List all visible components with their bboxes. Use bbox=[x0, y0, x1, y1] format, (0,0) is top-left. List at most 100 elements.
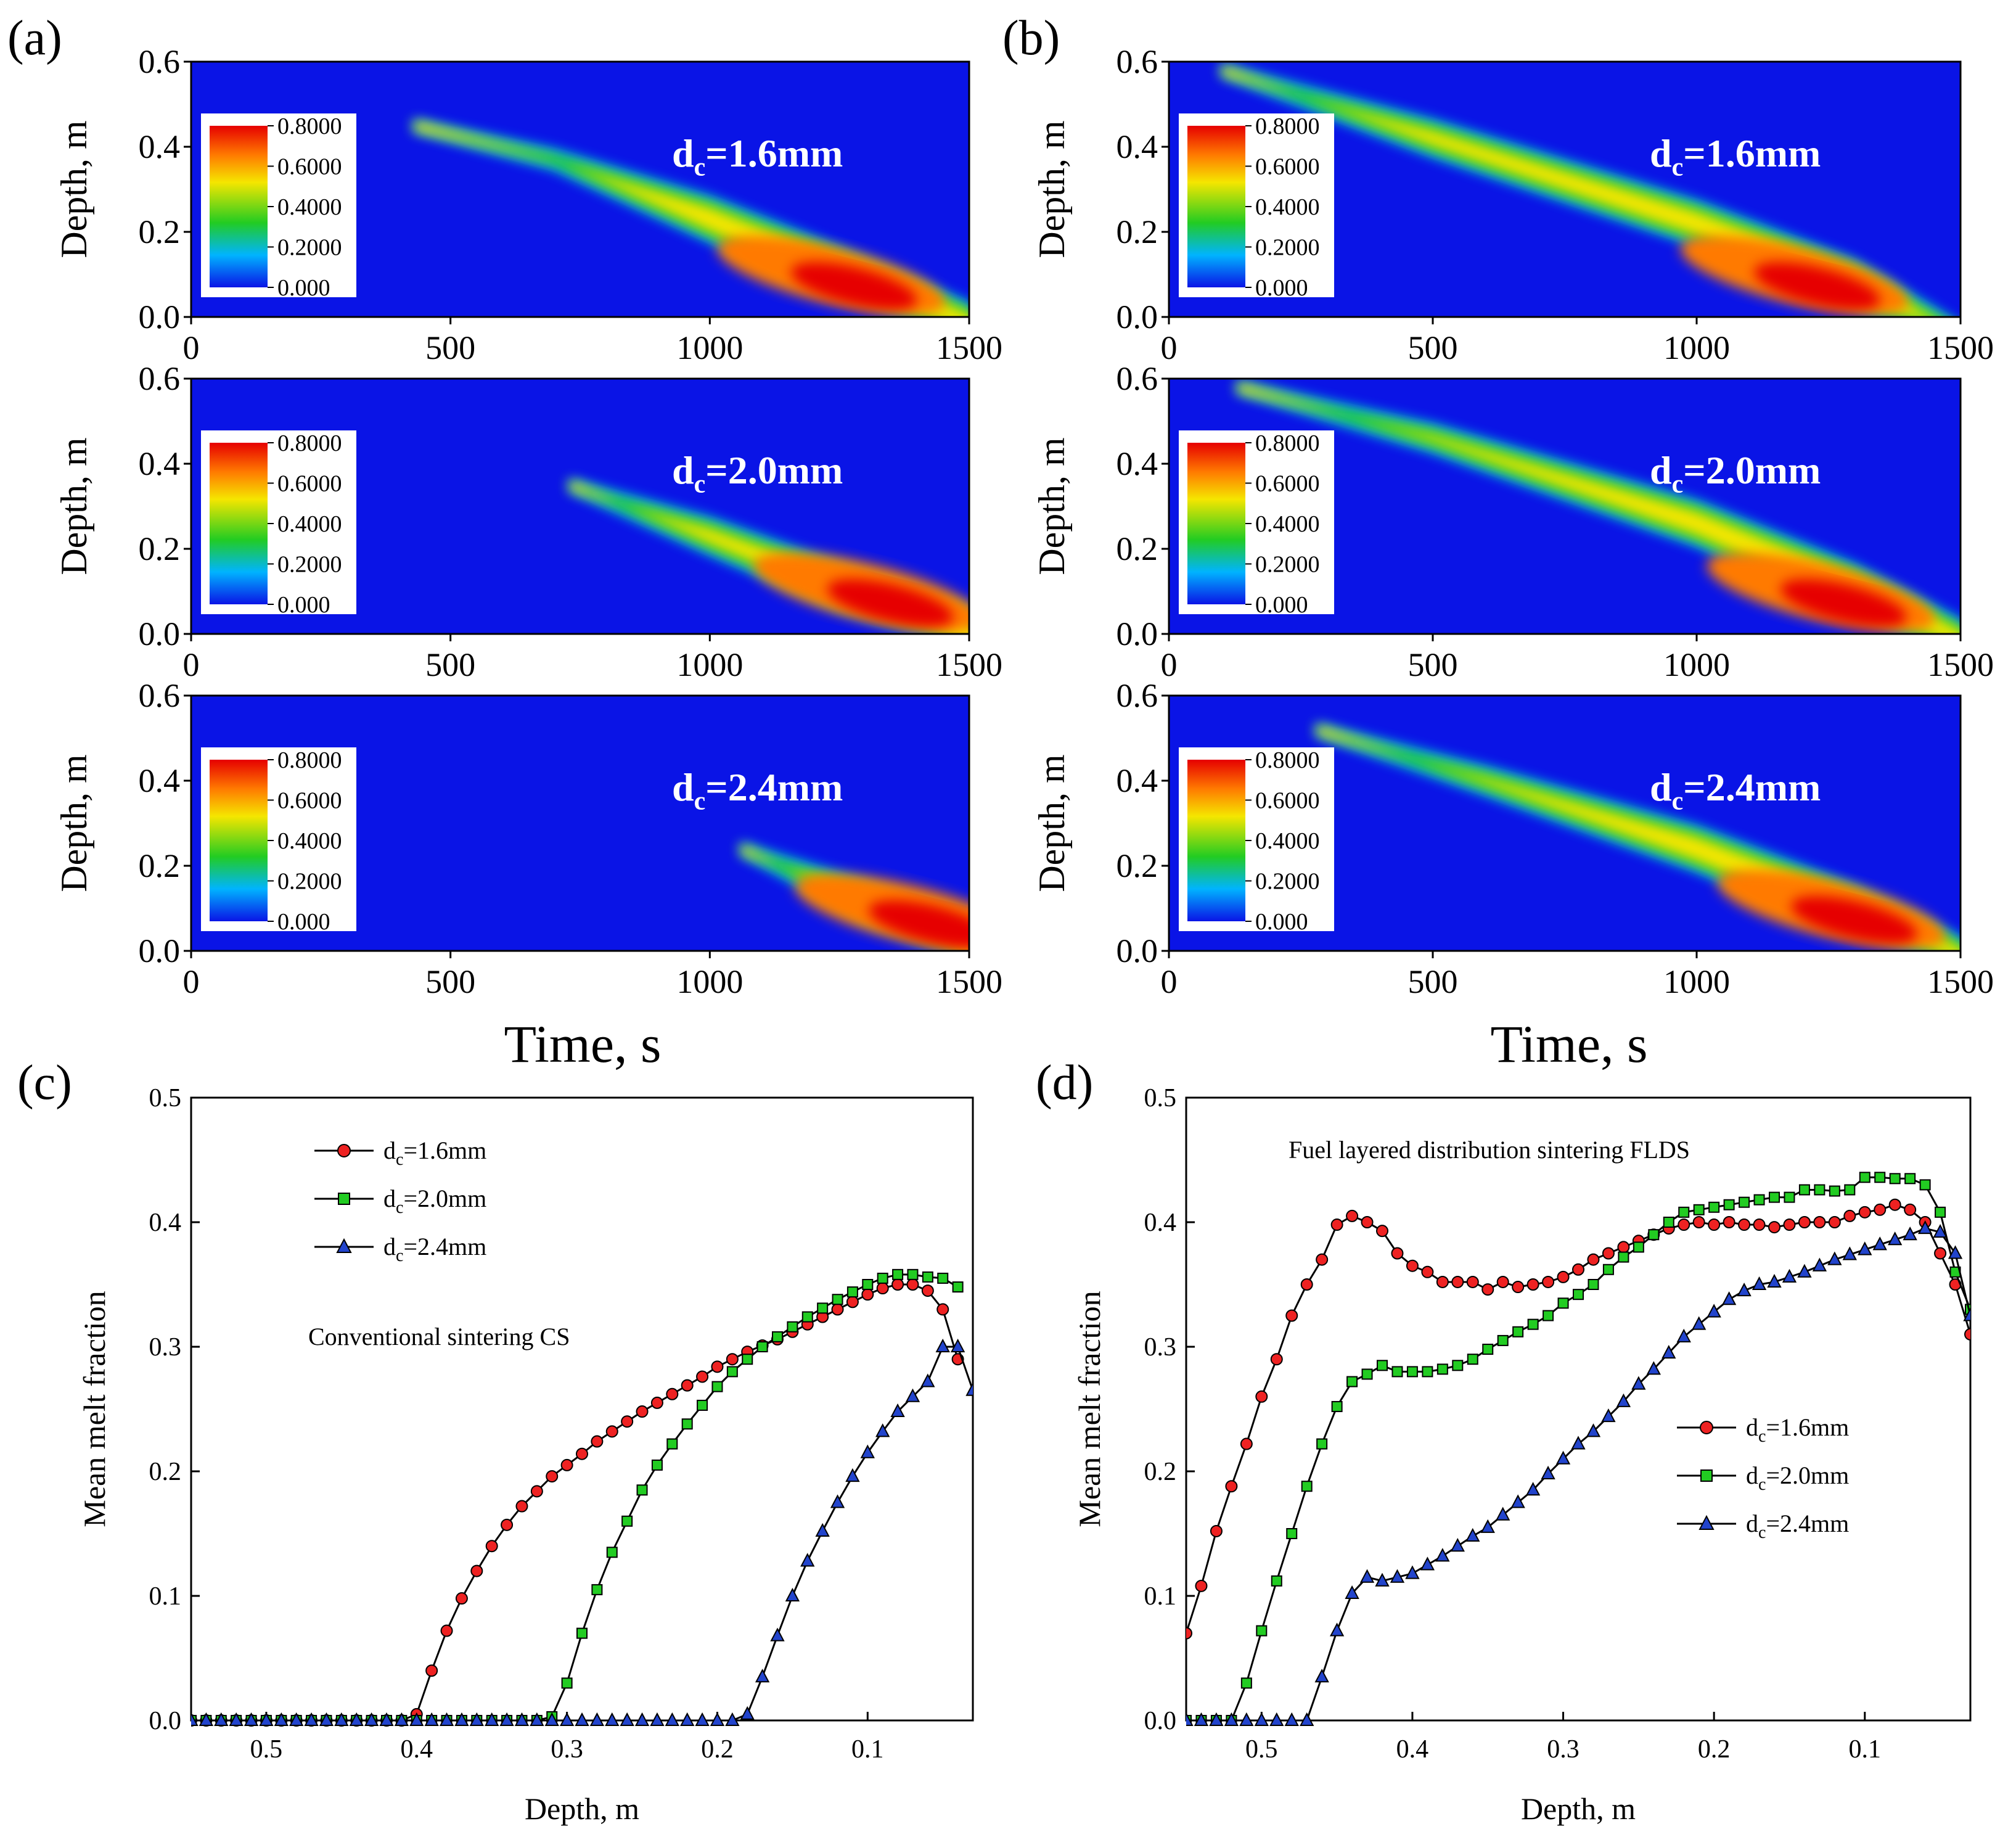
data-point bbox=[576, 1447, 588, 1460]
data-point bbox=[1827, 1251, 1842, 1265]
legend-marker bbox=[336, 1238, 352, 1253]
x-tick-label: 0 bbox=[183, 329, 200, 366]
colorbar-tick-label: 0.4000 bbox=[1255, 194, 1320, 220]
data-point bbox=[1587, 1253, 1600, 1266]
data-point bbox=[1617, 1241, 1630, 1254]
data-point bbox=[1376, 1225, 1388, 1238]
data-point bbox=[1888, 1231, 1903, 1246]
data-point bbox=[666, 1438, 678, 1450]
colorbar: 0.8000 0.6000 0.4000 0.2000 0.000 bbox=[1179, 430, 1334, 618]
time-xlabel-b: Time, s bbox=[1491, 1014, 1648, 1074]
colorbar: 0.8000 0.6000 0.4000 0.2000 0.000 bbox=[1179, 747, 1334, 935]
x-tick-label: 0.1 bbox=[1849, 1735, 1882, 1764]
data-point bbox=[726, 1366, 738, 1378]
data-point bbox=[1813, 1216, 1826, 1228]
data-point bbox=[1240, 1437, 1253, 1450]
data-point bbox=[559, 1712, 575, 1726]
x-tick-label: 1500 bbox=[1927, 329, 1994, 366]
panel-label-d: (d) bbox=[1036, 1056, 1093, 1110]
data-point bbox=[1346, 1209, 1359, 1222]
data-point bbox=[877, 1272, 888, 1284]
data-point bbox=[742, 1354, 753, 1365]
data-point bbox=[1739, 1196, 1750, 1208]
y-tick-label: 0.4 bbox=[1144, 1209, 1177, 1237]
legend-marker bbox=[1698, 1514, 1715, 1530]
data-point bbox=[681, 1379, 694, 1392]
data-point bbox=[530, 1485, 543, 1498]
data-point bbox=[1903, 1227, 1917, 1241]
data-point bbox=[1526, 1278, 1539, 1291]
data-point bbox=[1692, 1216, 1705, 1228]
colorbar-tick-label: 0.4000 bbox=[1255, 511, 1320, 537]
data-point bbox=[1314, 1669, 1329, 1683]
data-point bbox=[922, 1271, 933, 1283]
x-tick-label: 0.3 bbox=[1547, 1735, 1580, 1764]
data-point bbox=[1271, 1575, 1282, 1587]
x-tick-label: 500 bbox=[1408, 329, 1458, 366]
colorbar-tick-label: 0.4000 bbox=[277, 511, 342, 537]
data-point bbox=[726, 1353, 739, 1366]
colorbar: 0.8000 0.6000 0.4000 0.2000 0.000 bbox=[1179, 113, 1334, 301]
x-tick-label: 0 bbox=[1161, 963, 1178, 1000]
x-tick-label: 0.3 bbox=[551, 1735, 583, 1764]
data-point bbox=[1329, 1622, 1345, 1637]
data-point bbox=[906, 1278, 919, 1291]
data-point bbox=[1572, 1263, 1584, 1276]
colorbar-tick-label: 0.000 bbox=[1255, 909, 1308, 935]
y-tick-label: 0.5 bbox=[149, 1084, 182, 1112]
data-point bbox=[1482, 1344, 1494, 1355]
data-point bbox=[1782, 1268, 1797, 1283]
x-tick-label: 0 bbox=[183, 646, 200, 683]
colorbar-tick-label: 0.8000 bbox=[1255, 747, 1320, 773]
data-point bbox=[817, 1302, 829, 1314]
data-point bbox=[1346, 1376, 1358, 1387]
data-point bbox=[815, 1523, 830, 1537]
data-point bbox=[1422, 1366, 1433, 1378]
data-point bbox=[589, 1712, 605, 1726]
data-point bbox=[1573, 1289, 1584, 1301]
data-point bbox=[1451, 1275, 1464, 1288]
data-point bbox=[1721, 1291, 1737, 1305]
condition-label: dc=2.0mm bbox=[672, 448, 843, 499]
data-point bbox=[1330, 1219, 1343, 1231]
legend-entry-1: dc=1.6mm bbox=[1677, 1413, 1849, 1446]
y-tick-label: 0.2 bbox=[139, 847, 181, 884]
data-point bbox=[469, 1712, 484, 1726]
x-tick-label: 1500 bbox=[936, 646, 1002, 683]
data-point bbox=[1225, 1480, 1238, 1493]
data-point bbox=[394, 1712, 409, 1726]
data-point bbox=[1662, 1344, 1676, 1359]
data-point bbox=[650, 1712, 665, 1726]
legend-marker bbox=[1700, 1469, 1713, 1482]
data-point bbox=[1934, 1247, 1947, 1260]
y-tick-label: 0.4 bbox=[1117, 445, 1158, 482]
data-point bbox=[1557, 1297, 1569, 1309]
data-point bbox=[1948, 1245, 1963, 1259]
colorbar-tick-label: 0.8000 bbox=[277, 430, 342, 456]
legend-label: dc=1.6mm bbox=[1746, 1413, 1849, 1446]
data-point bbox=[1874, 1172, 1886, 1183]
legend-entry-3: dc=2.4mm bbox=[314, 1233, 486, 1265]
legend-label: dc=2.4mm bbox=[1746, 1510, 1849, 1542]
x-tick-label: 1500 bbox=[936, 329, 1002, 366]
data-point bbox=[1375, 1572, 1390, 1587]
data-point bbox=[1209, 1712, 1224, 1726]
data-point bbox=[696, 1370, 709, 1383]
x-axis-title: Depth, m bbox=[1521, 1791, 1636, 1826]
colorbar-tick-label: 0.8000 bbox=[1255, 113, 1320, 139]
data-point bbox=[830, 1494, 845, 1508]
legend-entry-2: dc=2.0mm bbox=[1677, 1461, 1849, 1494]
plot-frame bbox=[1185, 1096, 1972, 1722]
data-point bbox=[952, 1281, 964, 1293]
legend-marker bbox=[1700, 1421, 1713, 1434]
y-axis-title: Mean melt fraction bbox=[1072, 1291, 1107, 1527]
plot-frame bbox=[1168, 377, 1962, 635]
x-tick-label: 1000 bbox=[1663, 329, 1730, 366]
x-tick-label: 0 bbox=[183, 963, 200, 1000]
data-point bbox=[1874, 1203, 1887, 1216]
data-point bbox=[772, 1331, 783, 1342]
y-tick-label: 0.4 bbox=[139, 762, 181, 799]
x-tick-label: 0.2 bbox=[701, 1735, 734, 1764]
data-point bbox=[1541, 1465, 1555, 1480]
